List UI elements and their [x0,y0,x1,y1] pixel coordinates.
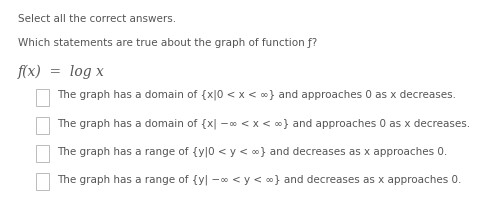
Text: The graph has a range of {y| −∞ < y < ∞} and decreases as x approaches 0.: The graph has a range of {y| −∞ < y < ∞}… [58,175,462,185]
Text: The graph has a range of {y|0 < y < ∞} and decreases as x approaches 0.: The graph has a range of {y|0 < y < ∞} a… [58,146,448,157]
Text: Which statements are true about the graph of function ƒ?: Which statements are true about the grap… [18,38,317,48]
Text: Select all the correct answers.: Select all the correct answers. [18,14,175,24]
Text: The graph has a domain of {x|0 < x < ∞} and approaches 0 as x decreases.: The graph has a domain of {x|0 < x < ∞} … [58,90,456,100]
Text: The graph has a domain of {x| −∞ < x < ∞} and approaches 0 as x decreases.: The graph has a domain of {x| −∞ < x < ∞… [58,118,470,129]
FancyBboxPatch shape [36,89,48,106]
FancyBboxPatch shape [36,145,48,162]
FancyBboxPatch shape [36,117,48,134]
FancyBboxPatch shape [36,173,48,190]
Text: f(x)  =  log x: f(x) = log x [18,65,104,79]
